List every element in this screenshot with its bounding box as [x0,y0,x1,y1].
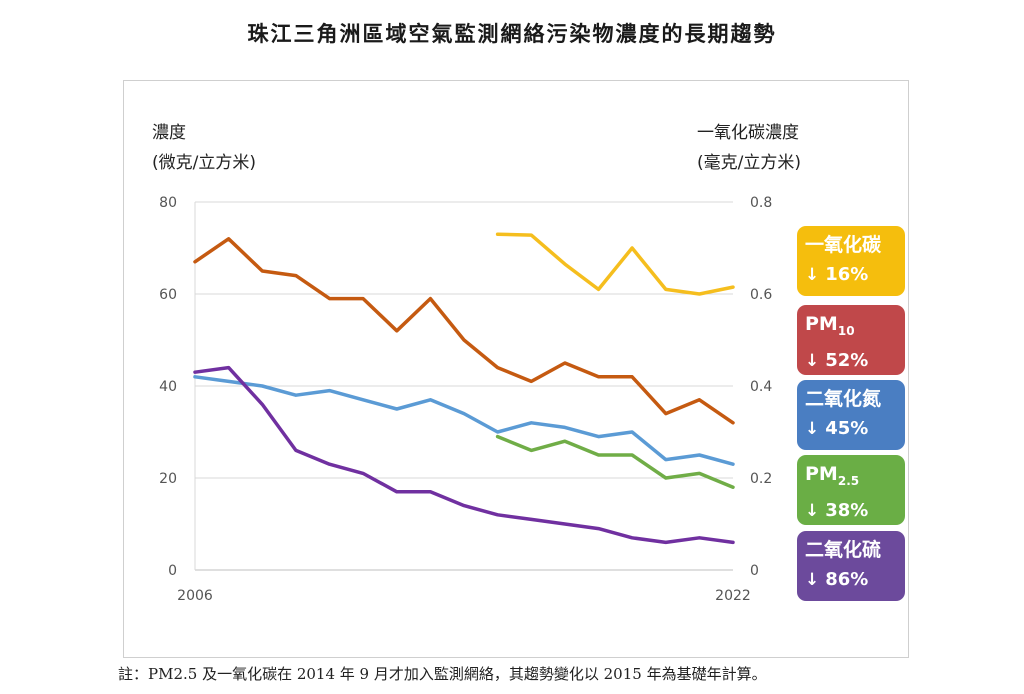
down-arrow-icon: ↓ [805,419,820,439]
y2-tick-label: 0.4 [750,379,772,395]
badge-change-value: 86% [825,569,869,590]
badge-name: 二氧化氮 [805,384,897,414]
y2-tick-label: 0.6 [750,287,772,303]
y2-tick-label: 0.2 [750,471,772,487]
badge-change: ↓ 16% [805,260,897,290]
badge-name-text: 二氧化氮 [805,388,882,410]
down-arrow-icon: ↓ [805,500,820,521]
left-axis-title-line1: 濃度 [152,123,186,143]
down-arrow-icon: ↓ [805,570,820,590]
y-tick-label: 0 [168,563,177,579]
badge-name: 一氧化碳 [805,230,897,260]
series-line-二氧化氮 [193,375,735,466]
badge-2: 二氧化氮 ↓ 45% [797,380,905,450]
series-line-二氧化硫 [193,365,735,545]
footnote: 註：PM2.5 及一氧化碳在 2014 年 9 月才加入監測網絡，其趨勢變化以 … [118,665,767,683]
badge-change: ↓ 86% [805,565,897,595]
badge-change: ↓ 38% [805,496,897,526]
badge-change: ↓ 52% [805,346,897,376]
series-line-PM2.5 [495,434,735,489]
y-tick-label: 40 [159,379,177,395]
badge-1: PM10 ↓ 52% [797,305,905,375]
chart-frame [123,80,909,658]
badge-name: PM2.5 [805,459,897,496]
badge-name: PM10 [805,309,897,346]
badge-3: PM2.5 ↓ 38% [797,455,905,525]
badge-name-subscript: 2.5 [837,473,860,488]
badge-name-text: PM [805,463,838,485]
left-axis-title-line2: (微克/立方米) [152,153,256,173]
y2-tick-label: 0.8 [750,195,772,211]
left-axis-title: 濃度 (微克/立方米) [152,118,256,178]
badge-name-text: 一氧化碳 [805,234,882,256]
badge-name-text: 二氧化硫 [805,539,882,561]
badge-change-value: 52% [825,349,869,371]
right-axis-title-line1: 一氧化碳濃度 [697,123,799,143]
y-tick-label: 60 [159,287,177,303]
down-arrow-icon: ↓ [805,265,820,285]
series-line-一氧化碳 [495,232,735,296]
y-tick-label: 20 [159,471,177,487]
down-arrow-icon: ↓ [805,350,820,371]
badge-name: 二氧化硫 [805,535,897,565]
badge-0: 一氧化碳 ↓ 16% [797,226,905,296]
x-tick-label: 2006 [177,588,213,604]
badge-change-value: 38% [825,499,869,521]
y2-tick-label: 0 [750,563,759,579]
right-axis-title-line2: (毫克/立方米) [697,153,801,173]
badge-name-text: PM [805,313,838,335]
badge-change-value: 16% [825,264,869,285]
badge-name-subscript: 10 [837,323,855,338]
y-tick-label: 80 [159,195,177,211]
badge-change-value: 45% [825,418,869,439]
right-axis-title: 一氧化碳濃度 (毫克/立方米) [697,118,801,178]
badge-4: 二氧化硫 ↓ 86% [797,531,905,601]
badge-change: ↓ 45% [805,414,897,444]
chart-title: 珠江三角洲區域空氣監測網絡污染物濃度的長期趨勢 [247,21,777,46]
x-tick-label: 2022 [715,588,751,604]
series-line-PM10 [193,237,735,425]
